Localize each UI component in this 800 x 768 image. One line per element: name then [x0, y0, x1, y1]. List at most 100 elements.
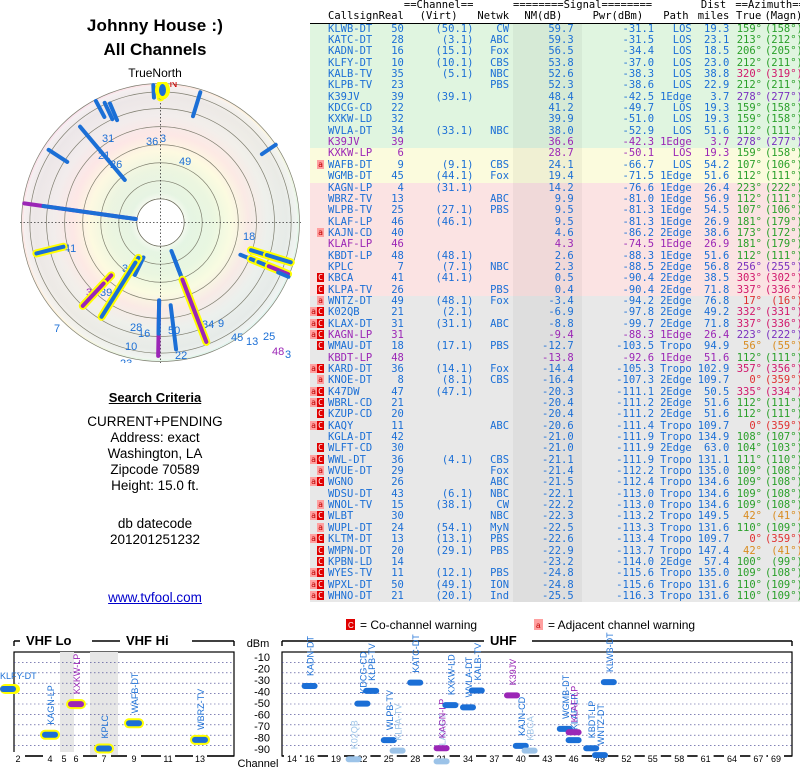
cell-power: -116.3: [616, 589, 655, 602]
cell-path: Tropo: [660, 487, 692, 500]
tvfool-link[interactable]: www.tvfool.com: [108, 590, 202, 605]
cell-virtual-channel: [404, 228, 478, 239]
cell-distance: 49.2: [704, 306, 730, 319]
polar-radial-channel-26: [107, 101, 120, 123]
table-row[interactable]: a WUPL-DT 24 (54.1) MyN -22.5 -113.3 Tropo 131.6…: [310, 522, 800, 535]
cell-path: LOS: [672, 158, 692, 171]
cell-real-channel: 46: [391, 238, 404, 251]
cell-virtual-channel: (15.1): [435, 45, 474, 58]
cell-power: -38.3: [622, 68, 655, 81]
table-row[interactable]: KBDT-LP 48 (48.1) 2.6 -88.3 1Edge 51.6 112° (111…: [310, 250, 800, 262]
table-row[interactable]: a C K02QB 21 (2.1) -6.9 -97.8 2Edge 49.2 332° (331…: [310, 306, 800, 319]
cell-virtual-channel: (46.1): [435, 215, 474, 228]
table-row[interactable]: a C K47DW 47 (47.1) -20.3 -111.1 2Edge 50.5 335°(…: [310, 386, 800, 399]
cell-noise-margin: -13.8: [513, 352, 582, 364]
table-row[interactable]: KLWB-DT 50 (50.1) CW 59.7 -31.1 LOS 19.3 159° (15…: [310, 22, 800, 36]
table-row[interactable]: a C WBRL-CD 21 -20.4 -111.2 2Edge 51.6 112° (111°…: [310, 397, 800, 410]
col-netwk: Netwk: [477, 11, 514, 24]
adjacent-channel-warning-icon: a: [310, 364, 317, 373]
table-row[interactable]: C KBCA 41 (41.1) 0.5 -90.4 2Edge 38.5 303° (302°): [310, 272, 800, 285]
cell-azimuth-true: 278°: [736, 90, 762, 103]
cell-distance: 51.6: [704, 397, 730, 410]
cell-distance: 54.5: [704, 204, 730, 217]
polar-radial-channel-36: [151, 83, 156, 100]
table-row[interactable]: a C WHNO-DT 21 (20.1) Ind -25.5 -116.3 Tropo 131.…: [310, 589, 800, 603]
table-row[interactable]: a WVUE-DT 29 Fox -21.4 -112.2 Tropo 135.0 109° (1…: [310, 465, 800, 478]
table-row[interactable]: KAGN-LP 4 (31.1) 14.2 -76.6 1Edge 26.4 223° (222…: [310, 182, 800, 194]
table-row[interactable]: a C WPXL-DT 50 (49.1) ION -24.8 -115.6 Tropo 131.…: [310, 578, 800, 591]
cell-real-channel: 50: [391, 578, 404, 591]
criteria-line-2: Washington, LA: [107, 446, 203, 461]
cell-callsign: KAJN-CD: [328, 226, 373, 239]
cell-callsign: WLBT: [328, 510, 354, 523]
group-azimuth: ==Azimuth==: [735, 0, 800, 11]
polar-channel-label: 10: [125, 341, 137, 353]
cell-virtual-channel: (38.1): [435, 499, 474, 512]
table-row[interactable]: KADN-DT 16 (15.1) Fox 56.5 -34.4 LOS 18.5 206° (2…: [310, 45, 800, 58]
cell-virtual-channel: [404, 409, 478, 420]
cell-real-channel: 36: [391, 363, 404, 375]
spectrum-marker: [66, 699, 86, 710]
table-row[interactable]: a C WGNO 26 ABC -21.5 -112.4 Tropo 134.6 109° (108…: [310, 477, 800, 489]
table-row[interactable]: a KAJN-CD 40 4.6 -86.2 2Edge 38.6 173° (172°): [310, 226, 800, 240]
table-row[interactable]: KATC-DT 28 (3.1) ABC 59.3 -31.5 LOS 23.1 213° (21…: [310, 34, 800, 47]
table-row[interactable]: KGLA-DT 42 -21.0 -111.9 Tropo 134.9 108° (107°): [310, 431, 800, 444]
table-row[interactable]: a C KLTM-DT 13 (13.1) PBS -22.6 -113.4 Tropo 109.…: [310, 533, 800, 546]
table-row[interactable]: KDCG-CD 22 41.2 -49.7 LOS 19.3 159° (158°): [310, 102, 800, 115]
table-row[interactable]: C KPBN-LD 14 -23.2 -114.0 2Edge 57.4 100° (99°): [310, 556, 800, 569]
table-row[interactable]: K39JV 39 36.6 -42.3 1Edge 3.7 278° (277°): [310, 136, 800, 149]
table-row[interactable]: KLAF-LP 46 (46.1) 9.5 -81.3 1Edge 26.9 181° (179…: [310, 215, 800, 228]
table-row[interactable]: a KNOE-DT 8 (8.1) CBS -16.4 -107.3 2Edge 109.7 0°…: [310, 374, 800, 387]
cell-azimuth-true: 17°: [743, 294, 762, 307]
cell-real-channel: 28: [391, 34, 404, 47]
cell-network: PBS: [490, 533, 510, 546]
cell-real-channel: 9: [397, 158, 404, 171]
cell-real-channel: 11: [391, 419, 404, 432]
cell-callsign: KADN-DT: [328, 45, 373, 58]
spectrum-marker-label: KLPB-TV: [367, 643, 377, 681]
vhf-hi-band-label: VHF Hi: [126, 633, 169, 648]
table-row[interactable]: K39JV 39 (39.1) 48.4 -42.5 1Edge 3.7 278° (277°): [310, 90, 800, 104]
table-row[interactable]: a C KLAX-DT 31 (31.1) ABC -8.8 -99.7 2Edge 71.8 33…: [310, 317, 800, 330]
cell-path: 1Edge: [660, 215, 692, 228]
table-row[interactable]: KXKW-LD 32 39.9 -51.0 LOS 19.3 159° (158°): [310, 114, 800, 126]
table-row[interactable]: WDSU-DT 43 (6.1) NBC -22.1 -113.0 Tropo 134.6 10…: [310, 487, 800, 501]
table-row[interactable]: a WAFB-DT 9 (9.1) CBS 24.1 -66.7 LOS 54.2 107° (10…: [310, 158, 800, 172]
spectrum-marker: [600, 679, 617, 686]
table-row[interactable]: C KZUP-CD 20 -20.4 -111.2 2Edge 51.6 112° (111°): [310, 409, 800, 421]
cell-callsign: KLAX-DT: [328, 317, 373, 330]
table-row[interactable]: WVLA-DT 34 (33.1) NBC 38.0 -52.9 LOS 51.6 112° (1…: [310, 125, 800, 138]
table-row[interactable]: KALB-TV 35 (5.1) NBC 52.6 -38.3 LOS 38.8 320° (31…: [310, 68, 800, 81]
table-row[interactable]: KXKW-LP 6 28.7 -50.1 LOS 19.3 159° (158°): [310, 148, 800, 160]
table-row[interactable]: KPLC 7 (7.1) NBC 2.3 -88.5 2Edge 56.8 256° (255°): [310, 260, 800, 274]
table-row[interactable]: KLAF-LP 46 4.3 -74.5 1Edge 26.9 181° (179°): [310, 238, 800, 251]
table-row[interactable]: C KLPA-TV 26 PBS 0.4 -90.4 2Edge 71.8 337° (336°): [310, 284, 800, 296]
table-row[interactable]: a WNTZ-DT 49 (48.1) Fox -3.4 -94.2 2Edge 76.8 17°…: [310, 294, 800, 308]
group-signal: ========Signal========: [513, 0, 653, 11]
table-row[interactable]: a C KAGN-LP 31 -9.4 -88.3 1Edge 26.4 223° (222°): [310, 329, 800, 342]
adjacent-channel-warning-icon: a: [310, 511, 317, 521]
table-row[interactable]: WLPB-TV 25 (27.1) PBS 9.5 -81.3 1Edge 54.5 107°(…: [310, 204, 800, 217]
table-row[interactable]: KBDT-LP 48 -13.8 -92.6 1Edge 51.6 112° (111°): [310, 352, 800, 364]
col-pwr: Pwr(dBm): [581, 11, 661, 24]
polar-channel-label: 9: [218, 318, 224, 330]
table-row[interactable]: C WMAU-DT 18 (17.1) PBS -12.7 -103.5 Tropo 94.9 5…: [310, 340, 800, 353]
table-row[interactable]: a C KARD-DT 36 (14.1) Fox -14.4 -105.3 Tropo 102.…: [310, 363, 800, 376]
table-row[interactable]: WGMB-DT 45 (44.1) Fox 19.4 -71.5 1Edge 51.6 112°…: [310, 170, 800, 183]
table-row[interactable]: a C WLBT 30 NBC -22.3 -113.2 Tropo 149.5 42° (41°): [310, 510, 800, 523]
table-row[interactable]: KLFY-DT 10 (10.1) CBS 53.8 -37.0 LOS 23.0 212° (2…: [310, 57, 800, 70]
adjacent-channel-warning-icon: a: [317, 295, 324, 305]
cell-virtual-channel: (7.1): [441, 260, 474, 273]
table-row[interactable]: C WMPN-DT 20 (29.1) PBS -22.9 -113.7 Tropo 147.4…: [310, 545, 800, 557]
table-row[interactable]: a C WYES-TV 11 (12.1) PBS -24.8 -115.6 Tropo 135.…: [310, 567, 800, 580]
table-row[interactable]: WBRZ-TV 13 ABC 9.9 -81.0 1Edge 56.9 112° (111°): [310, 193, 800, 206]
table-row[interactable]: a WNOL-TV 15 (38.1) CW -22.2 -113.0 Tropo 134.6 1…: [310, 499, 800, 512]
cell-power: -97.8: [622, 306, 655, 319]
vhf-tick-label: 13: [195, 754, 205, 764]
table-row[interactable]: a C WWL-DT 36 (4.1) CBS -21.1 -111.9 Tropo 131.1 1…: [310, 454, 800, 467]
cell-real-channel: 50: [391, 22, 404, 35]
cell-real-channel: 23: [391, 79, 404, 92]
table-row[interactable]: KLPB-TV 23 PBS 52.3 -38.6 LOS 22.9 212° (211°): [310, 79, 800, 92]
table-row[interactable]: a C KAQY 11 ABC -20.6 -111.4 Tropo 109.7 0° (359°): [310, 419, 800, 433]
table-row[interactable]: C WLFT-CD 30 -21.0 -111.9 2Edge 63.0 104° (103°): [310, 443, 800, 455]
